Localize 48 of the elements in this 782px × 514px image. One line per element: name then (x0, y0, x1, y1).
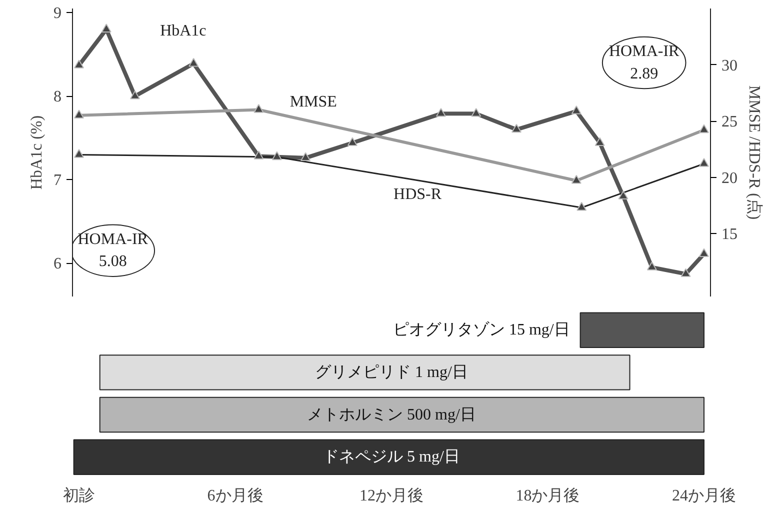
point (698, 158, 709, 167)
point (254, 150, 264, 160)
annotation: HOMA-IR 2.89 (608, 43, 680, 82)
point (571, 174, 582, 184)
point (680, 268, 691, 278)
y-tick-label: 8 (54, 88, 62, 106)
point (188, 58, 199, 67)
x-tick-label: 初診 (63, 486, 96, 504)
y-tick-label: 6 (54, 256, 62, 273)
point (300, 152, 311, 162)
point (511, 124, 522, 133)
y2-tick-label: 15 (722, 226, 738, 243)
y-tick-label: 9 (54, 5, 62, 22)
point (576, 202, 587, 211)
point (101, 24, 112, 32)
y2-tick-label: 25 (722, 114, 738, 130)
category-label: ピオグリタゾン 15 mg/日 (392, 322, 570, 339)
point (618, 190, 628, 200)
series-label: MMSE (290, 93, 337, 110)
point (571, 105, 582, 114)
point (347, 137, 358, 146)
category-label: ドネペジル 5 mg/日 (323, 448, 460, 466)
point (698, 248, 709, 258)
series-label: HbA1c (160, 22, 206, 40)
point (594, 137, 605, 146)
point (254, 104, 264, 113)
y2-axis-title: MMSE /HDS-R (点) (746, 85, 764, 220)
point (74, 60, 84, 68)
point (471, 108, 482, 117)
point (130, 90, 140, 100)
category-label: メトホルミン 500 mg/日 (307, 406, 476, 424)
point (74, 149, 84, 158)
point (74, 110, 84, 118)
x-tick-label: 6か月後 (207, 486, 264, 504)
point (698, 124, 709, 134)
point (436, 108, 446, 117)
x-tick-label: 18か月後 (516, 486, 580, 504)
y-axis-title: HbA1c (%) (28, 115, 46, 190)
y2-tick-label: 20 (722, 170, 738, 187)
y-tick-label: 7 (54, 172, 62, 190)
x-tick-label: 24か月後 (672, 486, 736, 504)
point (646, 262, 657, 270)
y2-tick-label: 30 (722, 57, 738, 74)
series-label: HDS-R (394, 186, 442, 204)
point (272, 151, 282, 160)
x-tick-label: 12か月後 (360, 486, 424, 504)
category-label: グリメピリド 1 mg/日 (315, 364, 468, 381)
annotation: HOMA-IR 5.08 (78, 231, 148, 270)
